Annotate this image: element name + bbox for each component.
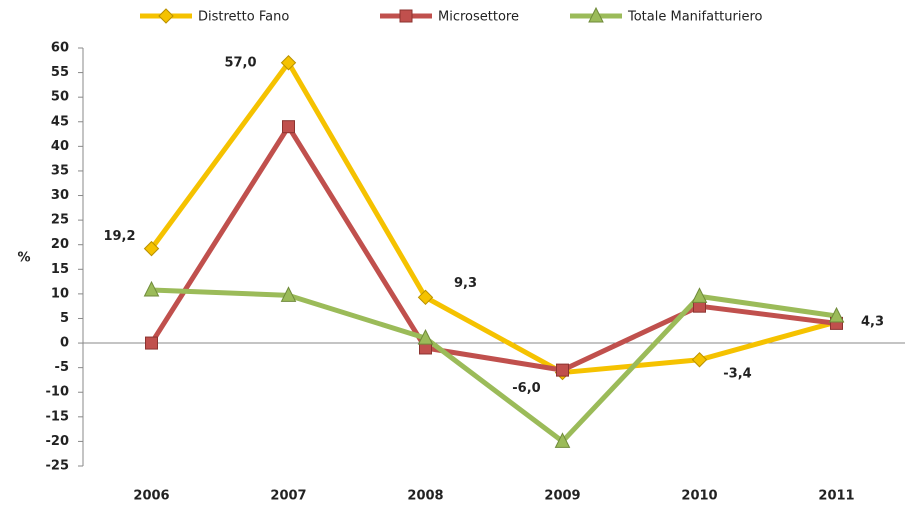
data-label: 4,3 xyxy=(861,314,884,329)
series-line xyxy=(149,124,837,373)
marker xyxy=(691,352,708,368)
series-line xyxy=(151,287,837,444)
y-tick-label: 5 xyxy=(60,311,69,326)
y-tick-label: -10 xyxy=(46,385,70,400)
y-tick-label: 45 xyxy=(51,114,69,129)
y-tick-label: 55 xyxy=(51,65,69,80)
marker xyxy=(417,329,434,345)
x-tick-label: 2008 xyxy=(407,489,443,504)
y-tick-label: 25 xyxy=(51,213,69,228)
y-tick-label: 30 xyxy=(51,188,69,203)
y-tick-label: 50 xyxy=(51,90,69,105)
x-tick-label: 2011 xyxy=(818,489,854,504)
marker xyxy=(828,306,845,323)
series-line xyxy=(149,60,838,376)
data-label: -3,4 xyxy=(723,366,751,381)
y-tick-label: -20 xyxy=(46,434,70,449)
y-tick-label: 35 xyxy=(51,163,69,178)
marker xyxy=(280,55,297,71)
marker xyxy=(280,286,297,302)
x-tick-label: 2009 xyxy=(544,489,580,504)
marker xyxy=(554,432,571,448)
y-tick-label: 20 xyxy=(51,237,69,252)
x-tick-label: 2006 xyxy=(133,489,169,504)
y-axis-label: % xyxy=(17,251,30,266)
marker xyxy=(691,287,708,303)
data-label: -6,0 xyxy=(512,381,540,396)
legend-label: Totale Manifatturiero xyxy=(627,10,763,25)
y-tick-label: 0 xyxy=(60,336,69,351)
marker xyxy=(145,336,158,350)
legend-marker xyxy=(399,9,413,23)
data-label: 19,2 xyxy=(103,229,135,244)
marker xyxy=(282,120,295,134)
marker xyxy=(556,363,569,377)
data-label: 9,3 xyxy=(454,276,477,291)
marker xyxy=(143,240,160,257)
x-tick-label: 2007 xyxy=(270,489,306,504)
y-tick-label: 10 xyxy=(51,286,69,301)
marker xyxy=(143,280,160,297)
y-tick-label: 15 xyxy=(51,262,69,277)
x-tick-label: 2010 xyxy=(681,489,717,504)
marker xyxy=(417,289,434,306)
y-tick-label: -5 xyxy=(55,360,69,375)
legend-label: Microsettore xyxy=(438,10,519,25)
y-tick-label: 60 xyxy=(51,41,69,56)
y-tick-label: -25 xyxy=(46,459,70,474)
legend-label: Distretto Fano xyxy=(198,10,289,25)
y-tick-label: 40 xyxy=(51,139,69,154)
legend-marker xyxy=(158,8,174,24)
data-label: 57,0 xyxy=(224,55,256,70)
y-tick-label: -15 xyxy=(46,409,70,424)
legend-marker xyxy=(588,6,604,23)
